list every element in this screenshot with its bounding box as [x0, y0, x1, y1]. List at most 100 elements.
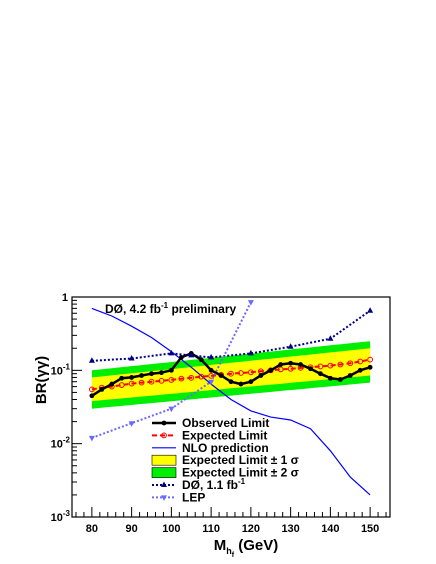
legend-label-band1: Expected Limit ± 1 σ [182, 453, 299, 467]
legend-item-band1: Expected Limit ± 1 σ [151, 453, 299, 467]
lep-point [168, 406, 175, 413]
observed-limit-point [139, 373, 144, 378]
lep-point [247, 300, 254, 306]
observed-limit-point [218, 373, 224, 378]
expected-limit-point [118, 382, 125, 388]
expected-limit-point [188, 374, 195, 381]
observed-limit-point [168, 367, 174, 373]
y-tick-label: 10-2 [51, 436, 71, 451]
y-tick-label: 1 [62, 292, 68, 304]
x-tick-label: 120 [242, 523, 260, 535]
observed-limit-point [258, 373, 264, 378]
expected-limit-point [357, 358, 364, 365]
observed-limit-point [318, 371, 323, 377]
expected-limit-point [148, 378, 155, 385]
legend-label-expected: Expected Limit [182, 428, 267, 442]
expected-limit-point [198, 373, 205, 380]
lep-point [128, 421, 135, 427]
tick-labels: 80 90 100 110 120 130 140 150 10-3 10-2 10-1 1 [51, 292, 380, 535]
legend-marker-lep [161, 495, 167, 501]
observed-limit-point [357, 367, 363, 373]
plot-frame [71, 296, 391, 518]
observed-limit-point [119, 375, 125, 381]
series-lines [88, 300, 374, 496]
x-tick-label: 110 [202, 523, 220, 535]
x-tick-label: 80 [86, 523, 98, 535]
expected-limit-point [347, 360, 354, 367]
expected-limit-point [168, 377, 175, 383]
observed-limit-point [347, 373, 353, 378]
x-tick-label: 100 [162, 523, 180, 535]
x-axis-label: Mhf (GeV) [214, 537, 279, 559]
x-tick-label: 130 [281, 523, 299, 535]
uncertainty-bands [91, 341, 371, 409]
expected-limit-point [138, 379, 145, 386]
expected-limit-point [287, 365, 294, 372]
axes [71, 296, 391, 518]
x-tick-label: 150 [361, 523, 379, 535]
legend-label-observed: Observed Limit [182, 416, 269, 430]
expected-limit-point [128, 380, 135, 387]
y-tick-label: 10-3 [51, 509, 71, 524]
d-1-1-fb-point [88, 357, 95, 363]
expected-limit-point [337, 361, 344, 368]
observed-limit-point [268, 367, 274, 373]
d-1-1-fb-point [208, 353, 215, 360]
expected-limit-point [317, 363, 324, 370]
x-tick-label: 90 [126, 523, 138, 535]
expected-limit-point [277, 366, 284, 373]
legend-label-nlo: NLO prediction [182, 441, 269, 455]
observed-limit-point [149, 371, 154, 377]
d-1-1-fb-point [168, 349, 175, 356]
y-axis-label: BR(γγ) [33, 356, 50, 404]
chart-annotation: DØ, 4.2 fb-1 preliminary [105, 301, 236, 316]
expected-limit-point [178, 375, 185, 382]
d-1-1-fb-point [287, 343, 294, 349]
legend-label-d0: DØ, 1.1 fb-1 [182, 477, 246, 492]
d-1-1-fb-point [327, 335, 334, 341]
expected-limit-point [208, 372, 215, 379]
observed-limit-point [337, 377, 343, 382]
observed-limit-point [109, 381, 115, 387]
legend-marker-expected [161, 432, 167, 439]
legend-key-band1 [151, 454, 177, 466]
observed-limit-point [89, 393, 95, 399]
observed-limit-point [238, 381, 244, 387]
expected-limit-point [88, 386, 95, 393]
d-1-1-fb-line [91, 309, 371, 362]
observed-limit-point [298, 362, 303, 367]
x-tick-label: 140 [321, 523, 339, 535]
legend-item-lep: LEP [152, 490, 205, 504]
legend-label-band2: Expected Limit ± 2 σ [182, 466, 299, 480]
expected-limit-point [228, 370, 234, 377]
expected-limit-point [327, 362, 334, 369]
lep-point [208, 379, 215, 386]
observed-limit-point [367, 364, 373, 370]
legend-item-band2: Expected Limit ± 2 σ [151, 466, 299, 480]
legend-item-d0: DØ, 1.1 fb-1 [152, 477, 246, 492]
observed-limit-point [198, 357, 204, 363]
lep-point [88, 435, 95, 442]
observed-limit-point [288, 360, 294, 366]
legend-item-observed: Observed Limit [152, 416, 269, 430]
legend-key-band2 [151, 467, 177, 478]
observed-limit-point [178, 355, 184, 360]
observed-limit-point [308, 366, 313, 372]
d-1-1-fb-point [367, 307, 374, 313]
d-1-1-fb-point [247, 349, 254, 356]
observed-limit-point [159, 370, 164, 376]
d-1-1-fb-point [188, 351, 195, 358]
observed-limit-point [208, 367, 214, 373]
d-1-1-fb-point [128, 354, 135, 361]
expected-limit-point [247, 369, 254, 376]
observed-limit-point [228, 379, 234, 385]
observed-limit-point [99, 386, 105, 392]
expected-limit-point [238, 370, 244, 376]
observed-limit-point [327, 375, 333, 381]
observed-limit-point [278, 362, 284, 367]
legend-marker-d0 [161, 481, 167, 487]
expected-limit-point [367, 356, 374, 363]
observed-limit-point [129, 375, 135, 380]
